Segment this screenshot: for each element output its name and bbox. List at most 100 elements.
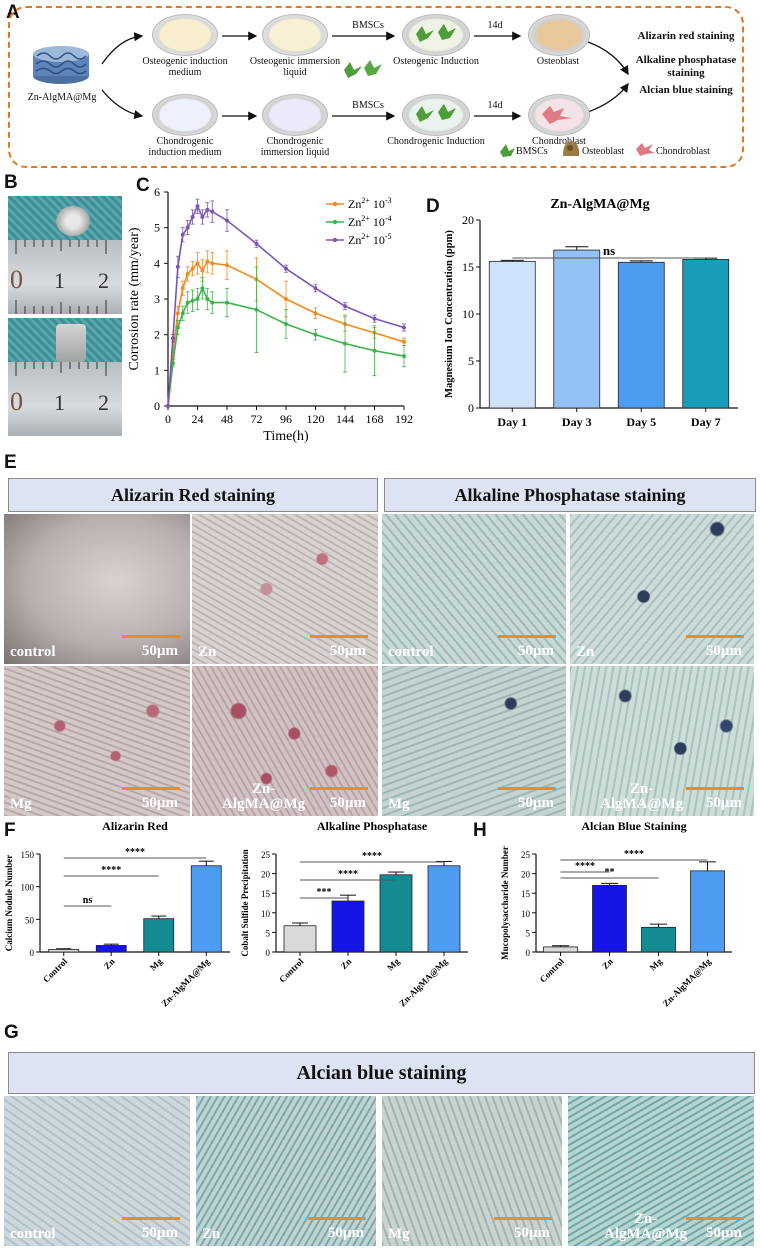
x-tick-label: Control	[277, 956, 306, 985]
scale-label: 50µm	[705, 795, 742, 811]
data-point	[254, 241, 259, 246]
x-tick-label: Zn-AlgMA@Mg	[661, 956, 714, 1009]
legend-bmscs-label: BMSCs	[516, 146, 548, 157]
panel-label-d: D	[426, 196, 440, 217]
y-axis-label: Magnesium Ion Concentration (ppm)	[444, 230, 455, 398]
legend-chondroblast-label: Chondroblast	[656, 146, 710, 157]
bar	[488, 260, 536, 409]
y-tick-label: 10	[261, 909, 271, 919]
data-point	[372, 316, 377, 321]
legend-osteoblast-icon	[563, 141, 580, 156]
data-point	[284, 266, 288, 271]
scale-bar	[686, 1217, 744, 1220]
chart-alkaline-phosphatase: Alkaline Phosphatase 0 5 10 15 20 25 Cobalt Sul…	[240, 819, 468, 1009]
y-axis-label: Cobalt Sulfide Precipitation	[240, 849, 250, 956]
legend-label-mid: 10	[370, 197, 385, 211]
sample-disc-top	[56, 206, 90, 236]
bar	[48, 948, 80, 953]
chondrogenic-immersion-dish	[262, 94, 328, 136]
y-tick-label: 5	[266, 928, 271, 938]
bmscs-cells-icon	[416, 24, 456, 42]
data-point	[372, 348, 377, 353]
ruler-bottom-ticks: 0 1 2	[10, 362, 109, 416]
data-point	[343, 341, 347, 346]
stain-alp-label: Alkaline phosphatase staining	[635, 54, 737, 79]
data-point	[313, 286, 318, 291]
legend-osteoblast-label: Osteoblast	[582, 146, 625, 157]
osteoblast-label: Osteoblast	[536, 56, 580, 67]
legend-label: Zn2+ 10-3	[348, 196, 392, 211]
legend-label-exponent: -5	[385, 232, 392, 241]
scale-label: 50µm	[141, 795, 178, 811]
bmscs-migrating-icon	[344, 60, 382, 78]
ruler-top-zero: 0	[10, 265, 23, 294]
scale-bar	[686, 635, 744, 638]
y-tick-label: 50	[25, 915, 35, 925]
data-point	[190, 298, 195, 303]
chart-title: Alcian Blue Staining	[581, 819, 686, 833]
scale-label: 50µm	[329, 643, 366, 659]
y-tick-label: 15	[261, 889, 271, 899]
alizarin-mg-image: Mg 50µm	[4, 666, 190, 816]
alizarin-header: Alizarin Red staining	[8, 478, 378, 512]
data-point	[185, 300, 190, 305]
panel-label-c: C	[136, 175, 150, 196]
data-point	[210, 261, 215, 266]
data-point	[190, 266, 195, 271]
data-point	[200, 214, 205, 219]
alcian-zn-algma-mg-label: Zn- AlgMA@Mg	[604, 1211, 688, 1242]
stain-alizarin-label: Alizarin red staining	[637, 30, 735, 42]
y-tick-label: 0	[30, 948, 35, 958]
alizarin-zn-algma-mg-label: Zn- AlgMA@Mg	[222, 781, 306, 812]
y-tick-label: 3	[154, 292, 160, 306]
bar	[553, 249, 601, 409]
bar	[641, 926, 676, 953]
significance-label: ****	[624, 849, 644, 860]
bar	[331, 900, 365, 953]
bmscs-top-label: BMSCs	[352, 20, 384, 31]
data-point	[185, 272, 190, 277]
x-tick-label: 168	[366, 412, 384, 426]
x-tick-label: Zn-AlgMA@Mg	[159, 956, 212, 1009]
sample-disc-side	[56, 324, 86, 362]
significance-label: ***	[317, 887, 332, 898]
alp-zn-image: Zn 50µm	[570, 514, 754, 664]
alp-mg-image: Mg 50µm	[382, 666, 566, 816]
x-tick-label: 48	[221, 412, 233, 426]
alizarin-zn-image: Zn 50µm	[192, 514, 378, 664]
alp-control-image: control 50µm	[382, 514, 566, 664]
scale-label: 50µm	[705, 1225, 742, 1241]
panel-label-e: E	[4, 452, 17, 473]
legend-label: Zn2+ 10-5	[348, 232, 392, 247]
scaffold-illustration	[32, 42, 90, 86]
alcian-zn-image: Zn 50µm	[196, 1096, 376, 1246]
significance-label: ****	[575, 861, 595, 872]
x-tick-label: Zn	[102, 956, 117, 971]
alcian-zn-label: Zn	[202, 1226, 221, 1242]
data-point	[284, 297, 288, 301]
bar	[379, 874, 413, 953]
y-tick-label: 4	[154, 256, 160, 270]
scale-bar	[686, 787, 744, 790]
data-point	[210, 209, 215, 214]
alp-zn-label: Zn	[576, 644, 595, 660]
data-point	[343, 304, 347, 309]
y-axis-label: Calcium Nodule Number	[4, 855, 14, 952]
data-point	[402, 339, 406, 344]
alizarin-zn-label: Zn	[198, 644, 217, 660]
scale-label: 50µm	[517, 795, 554, 811]
significance-label: ****	[338, 869, 358, 880]
scale-label: 50µm	[329, 795, 366, 811]
x-tick-label: Control	[538, 956, 567, 985]
y-tick-label: 1	[154, 363, 160, 377]
scale-bar	[308, 1217, 366, 1220]
data-point	[225, 300, 229, 305]
legend-label-base: Zn	[348, 215, 361, 229]
chondrogenic-induction-dish	[402, 94, 470, 136]
data-point	[175, 311, 180, 316]
chart-alcian-blue: Alcian Blue Staining 0 5 10 15 20 25 Mucopolysa…	[500, 819, 732, 1009]
x-tick-label: Mg	[385, 956, 402, 973]
y-tick-label: 150	[21, 850, 35, 860]
y-tick-label: 6	[154, 185, 160, 199]
legend-label-mid: 10	[370, 215, 385, 229]
